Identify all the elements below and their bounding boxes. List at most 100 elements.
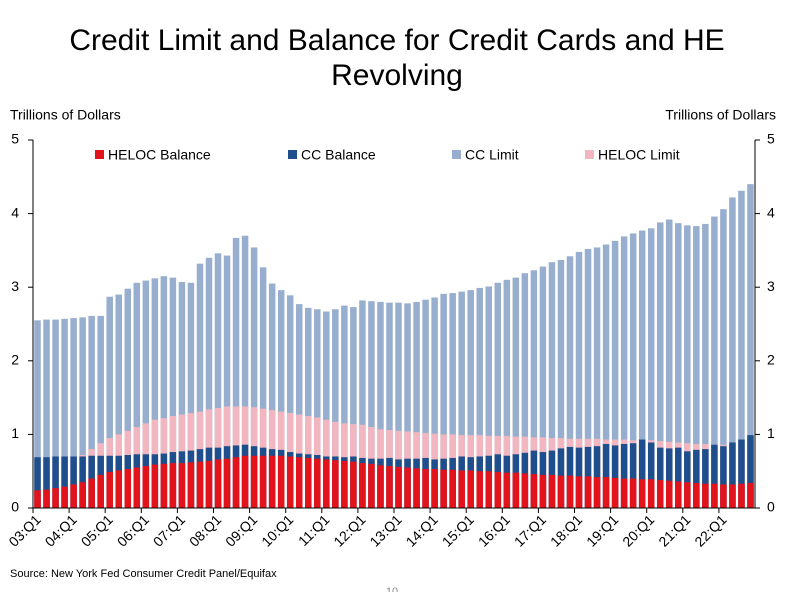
bar bbox=[268, 283, 276, 508]
x-tick-label: 14:Q1 bbox=[403, 511, 441, 549]
bar bbox=[196, 461, 204, 508]
bar bbox=[34, 320, 41, 508]
bar bbox=[449, 469, 456, 508]
bar bbox=[305, 457, 312, 508]
y-tick-label: 1 bbox=[11, 425, 19, 441]
y2-tick-label: 4 bbox=[767, 204, 775, 220]
bar bbox=[458, 291, 465, 508]
bar bbox=[341, 305, 348, 508]
bar bbox=[79, 317, 86, 508]
bar bbox=[377, 465, 384, 508]
bar bbox=[666, 480, 673, 508]
bar bbox=[61, 318, 68, 508]
y-tick-label: 0 bbox=[11, 499, 19, 515]
bar bbox=[286, 456, 294, 508]
bar bbox=[124, 288, 132, 508]
bars bbox=[34, 184, 754, 509]
bar bbox=[440, 293, 447, 508]
bar bbox=[503, 472, 511, 508]
bar bbox=[169, 463, 177, 508]
bar bbox=[647, 228, 655, 508]
x-tick-label: 08:Q1 bbox=[186, 511, 224, 549]
bar bbox=[52, 456, 59, 508]
bar bbox=[34, 490, 41, 508]
bar bbox=[629, 478, 637, 508]
bar bbox=[124, 468, 132, 508]
bar bbox=[187, 462, 195, 508]
bar bbox=[485, 471, 493, 508]
bar bbox=[205, 460, 213, 508]
bar bbox=[386, 302, 393, 508]
bar bbox=[675, 481, 682, 508]
x-tick-label: 19:Q1 bbox=[583, 511, 621, 549]
bar bbox=[151, 278, 159, 508]
y-tick-label: 2 bbox=[11, 352, 19, 368]
bar bbox=[711, 216, 718, 508]
bar bbox=[413, 468, 420, 508]
bar bbox=[268, 455, 276, 508]
bar bbox=[70, 318, 77, 508]
bar bbox=[88, 478, 95, 508]
bar bbox=[404, 303, 411, 508]
bar bbox=[647, 479, 655, 508]
bar bbox=[693, 449, 700, 508]
bar bbox=[747, 435, 754, 508]
bar bbox=[241, 455, 249, 508]
bar bbox=[521, 273, 529, 508]
bar bbox=[548, 474, 556, 508]
bar bbox=[566, 256, 574, 508]
bar bbox=[620, 478, 628, 508]
bar bbox=[729, 484, 736, 508]
legend-swatch bbox=[288, 150, 297, 159]
bar bbox=[467, 290, 474, 508]
x-tick-label: 17:Q1 bbox=[511, 511, 549, 549]
bar bbox=[675, 223, 682, 508]
bar bbox=[675, 447, 682, 508]
bar bbox=[720, 446, 727, 508]
bar bbox=[413, 301, 420, 508]
bar bbox=[359, 300, 366, 508]
bar bbox=[295, 457, 303, 508]
bar bbox=[720, 484, 727, 508]
bar bbox=[684, 225, 691, 508]
bar bbox=[133, 282, 141, 508]
bar bbox=[575, 476, 583, 508]
bar bbox=[43, 457, 50, 508]
bar bbox=[503, 279, 511, 508]
bar bbox=[214, 253, 222, 508]
bar bbox=[575, 251, 583, 508]
bar bbox=[88, 315, 95, 508]
bar bbox=[566, 475, 574, 508]
bar bbox=[259, 455, 267, 508]
bar bbox=[305, 307, 312, 508]
bar bbox=[350, 307, 357, 508]
x-tick-label: 03:Q1 bbox=[5, 511, 43, 549]
bar bbox=[332, 309, 339, 508]
bar bbox=[476, 471, 483, 508]
y2-tick-label: 1 bbox=[767, 425, 775, 441]
bar bbox=[539, 266, 547, 508]
bar bbox=[97, 315, 104, 508]
bar bbox=[494, 282, 502, 508]
bar bbox=[223, 458, 231, 508]
bar bbox=[656, 222, 664, 508]
chart-title: Credit Limit and Balance for Credit Card… bbox=[69, 24, 724, 92]
x-tick-label: 21:Q1 bbox=[655, 511, 693, 549]
bar bbox=[611, 477, 619, 508]
bar bbox=[530, 474, 538, 508]
x-tick-label: 04:Q1 bbox=[42, 511, 80, 549]
legend-swatch bbox=[452, 150, 461, 159]
y-axis-label: Trillions of Dollars bbox=[10, 107, 121, 123]
x-tick-label: 12:Q1 bbox=[330, 511, 368, 549]
bar bbox=[584, 248, 592, 509]
bar bbox=[142, 466, 150, 508]
bar bbox=[602, 477, 610, 508]
bar bbox=[611, 445, 619, 508]
bar bbox=[359, 463, 366, 508]
bar bbox=[241, 235, 249, 508]
bar bbox=[142, 280, 150, 508]
bar bbox=[431, 297, 438, 508]
bar bbox=[602, 443, 610, 508]
x-tick-label: 10:Q1 bbox=[258, 511, 296, 549]
